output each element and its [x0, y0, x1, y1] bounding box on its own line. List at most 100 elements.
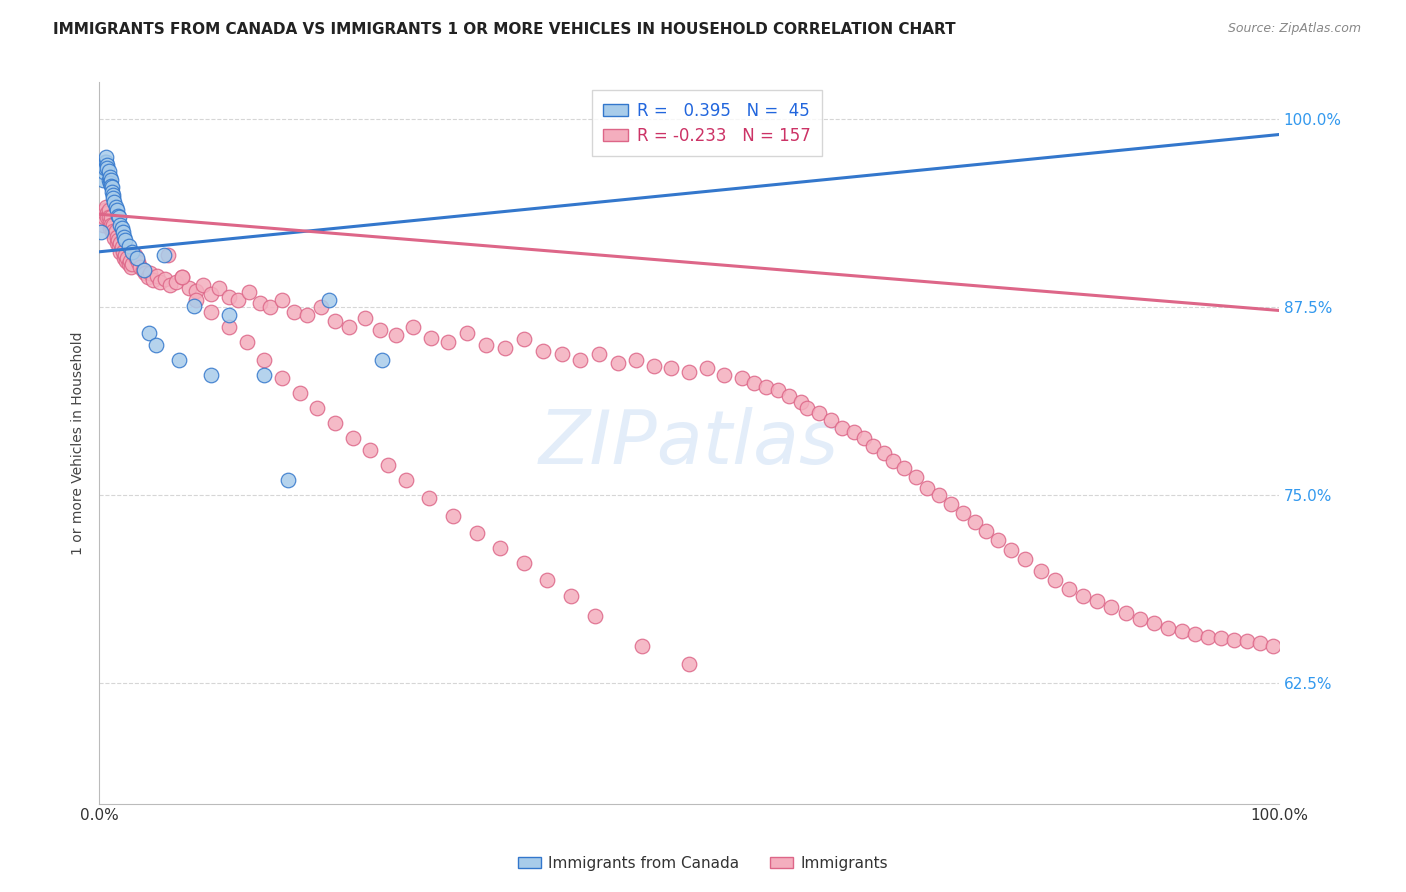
Point: [820, 413, 842, 427]
Point: [583, 608, 606, 623]
Point: [108, 239, 131, 253]
Point: [218, 308, 240, 322]
Point: [156, 248, 179, 262]
Point: [1184, 626, 1206, 640]
Point: [104, 200, 127, 214]
Point: [94, 202, 117, 217]
Point: [742, 376, 765, 390]
Point: [96, 150, 118, 164]
Point: [560, 589, 582, 603]
Point: [778, 389, 800, 403]
Point: [904, 470, 927, 484]
Point: [755, 380, 778, 394]
Point: [91, 172, 114, 186]
Point: [731, 371, 754, 385]
Point: [169, 353, 191, 368]
Point: [790, 395, 813, 409]
Point: [1129, 612, 1152, 626]
Point: [465, 526, 488, 541]
Point: [238, 285, 260, 300]
Point: [271, 371, 294, 385]
Point: [93, 158, 115, 172]
Point: [323, 314, 346, 328]
Point: [101, 225, 124, 239]
Point: [124, 248, 146, 262]
Point: [208, 281, 231, 295]
Point: [117, 257, 139, 271]
Point: [353, 310, 375, 325]
Point: [101, 185, 124, 199]
Point: [893, 461, 915, 475]
Point: [713, 368, 735, 383]
Point: [98, 169, 121, 184]
Point: [550, 347, 572, 361]
Point: [402, 320, 425, 334]
Point: [111, 244, 134, 259]
Point: [94, 161, 117, 175]
Point: [132, 263, 155, 277]
Point: [117, 239, 139, 253]
Point: [98, 215, 121, 229]
Point: [309, 301, 332, 315]
Point: [1057, 582, 1080, 596]
Point: [120, 260, 142, 274]
Point: [253, 353, 276, 368]
Point: [678, 657, 700, 671]
Point: [1157, 621, 1180, 635]
Point: [678, 365, 700, 379]
Point: [183, 299, 205, 313]
Point: [1014, 551, 1036, 566]
Point: [136, 270, 159, 285]
Point: [110, 218, 132, 232]
Text: IMMIGRANTS FROM CANADA VS IMMIGRANTS 1 OR MORE VEHICLES IN HOUSEHOLD CORRELATION: IMMIGRANTS FROM CANADA VS IMMIGRANTS 1 O…: [53, 22, 956, 37]
Point: [385, 327, 408, 342]
Y-axis label: 1 or more Vehicles in Household: 1 or more Vehicles in Household: [72, 331, 86, 555]
Point: [110, 244, 132, 259]
Point: [146, 268, 169, 283]
Point: [1197, 630, 1219, 644]
Point: [1223, 632, 1246, 647]
Point: [96, 161, 118, 175]
Point: [153, 272, 176, 286]
Point: [489, 541, 512, 555]
Point: [796, 401, 818, 416]
Point: [882, 454, 904, 468]
Point: [200, 286, 222, 301]
Point: [103, 231, 125, 245]
Legend: Immigrants from Canada, Immigrants: Immigrants from Canada, Immigrants: [512, 850, 894, 877]
Point: [115, 253, 138, 268]
Point: [963, 516, 986, 530]
Point: [766, 383, 789, 397]
Point: [200, 368, 222, 383]
Point: [165, 275, 187, 289]
Point: [862, 439, 884, 453]
Point: [337, 320, 360, 334]
Point: [1143, 616, 1166, 631]
Point: [852, 431, 875, 445]
Point: [170, 270, 193, 285]
Point: [844, 425, 866, 440]
Point: [630, 639, 652, 653]
Point: [200, 305, 222, 319]
Point: [103, 191, 125, 205]
Point: [249, 296, 271, 310]
Point: [93, 165, 115, 179]
Point: [97, 172, 120, 186]
Point: [1236, 634, 1258, 648]
Point: [101, 180, 124, 194]
Point: [184, 293, 207, 307]
Point: [531, 344, 554, 359]
Point: [441, 509, 464, 524]
Point: [976, 524, 998, 539]
Point: [659, 360, 682, 375]
Point: [295, 308, 318, 322]
Point: [103, 218, 125, 232]
Point: [93, 211, 115, 225]
Point: [97, 211, 120, 225]
Point: [105, 229, 128, 244]
Point: [121, 244, 143, 259]
Point: [218, 290, 240, 304]
Point: [121, 257, 143, 271]
Point: [103, 224, 125, 238]
Point: [153, 248, 176, 262]
